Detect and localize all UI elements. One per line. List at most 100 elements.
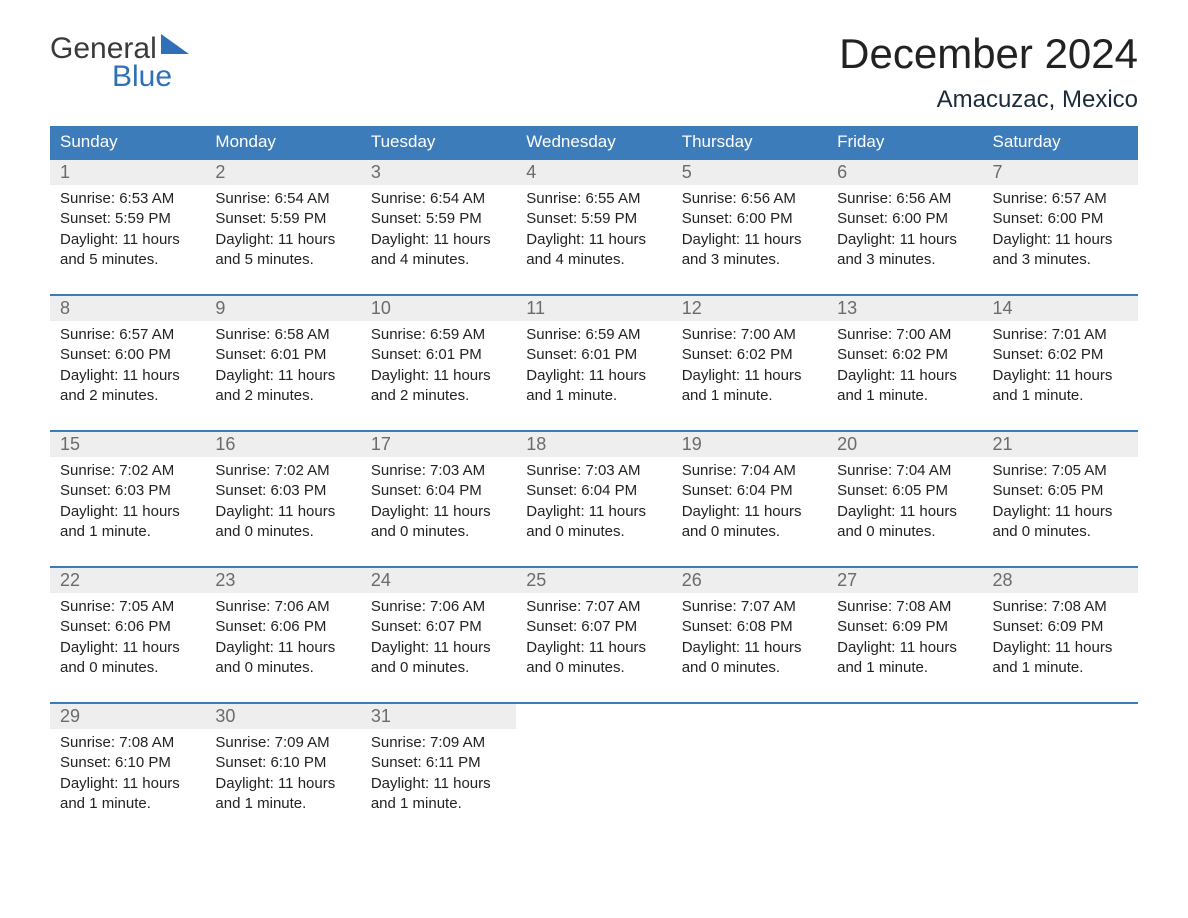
sunset-line: Sunset: 5:59 PM <box>371 209 506 229</box>
day-body-cell: Sunrise: 7:05 AMSunset: 6:05 PMDaylight:… <box>983 457 1138 566</box>
daylight-line-2: and 1 minute. <box>60 794 195 814</box>
day-body-cell <box>516 729 671 838</box>
daylight-line-2: and 2 minutes. <box>215 386 350 406</box>
day-number-cell <box>516 702 671 729</box>
day-number-cell: 23 <box>205 566 360 593</box>
day-body-cell: Sunrise: 7:07 AMSunset: 6:07 PMDaylight:… <box>516 593 671 702</box>
day-body-cell: Sunrise: 7:06 AMSunset: 6:06 PMDaylight:… <box>205 593 360 702</box>
sunset-line: Sunset: 6:03 PM <box>215 481 350 501</box>
week-daynum-row: 293031 <box>50 702 1138 729</box>
sunrise-line: Sunrise: 7:07 AM <box>526 597 661 617</box>
brand-word2: Blue <box>50 62 189 92</box>
day-body-cell: Sunrise: 7:05 AMSunset: 6:06 PMDaylight:… <box>50 593 205 702</box>
daylight-line-2: and 1 minute. <box>993 386 1128 406</box>
daylight-line-2: and 4 minutes. <box>526 250 661 270</box>
daylight-line-1: Daylight: 11 hours <box>60 502 195 522</box>
day-body-cell <box>672 729 827 838</box>
daylight-line-2: and 0 minutes. <box>837 522 972 542</box>
daylight-line-2: and 0 minutes. <box>682 522 817 542</box>
day-header: Monday <box>205 126 360 158</box>
day-body-cell: Sunrise: 7:08 AMSunset: 6:09 PMDaylight:… <box>983 593 1138 702</box>
day-body-cell: Sunrise: 7:07 AMSunset: 6:08 PMDaylight:… <box>672 593 827 702</box>
daylight-line-2: and 1 minute. <box>993 658 1128 678</box>
sunset-line: Sunset: 6:06 PM <box>60 617 195 637</box>
daylight-line-2: and 1 minute. <box>371 794 506 814</box>
sunset-line: Sunset: 6:07 PM <box>371 617 506 637</box>
sunset-line: Sunset: 6:00 PM <box>993 209 1128 229</box>
sunrise-line: Sunrise: 7:04 AM <box>682 461 817 481</box>
day-number-cell: 7 <box>983 158 1138 185</box>
daylight-line-2: and 3 minutes. <box>993 250 1128 270</box>
sunset-line: Sunset: 6:02 PM <box>837 345 972 365</box>
sunset-line: Sunset: 5:59 PM <box>526 209 661 229</box>
sunset-line: Sunset: 6:00 PM <box>837 209 972 229</box>
daylight-line-1: Daylight: 11 hours <box>526 230 661 250</box>
sunrise-line: Sunrise: 7:05 AM <box>60 597 195 617</box>
day-body-cell: Sunrise: 7:01 AMSunset: 6:02 PMDaylight:… <box>983 321 1138 430</box>
sunrise-line: Sunrise: 7:08 AM <box>837 597 972 617</box>
sunset-line: Sunset: 6:00 PM <box>60 345 195 365</box>
day-body-cell: Sunrise: 7:03 AMSunset: 6:04 PMDaylight:… <box>516 457 671 566</box>
day-body-cell: Sunrise: 7:04 AMSunset: 6:05 PMDaylight:… <box>827 457 982 566</box>
title-block: December 2024 Amacuzac, Mexico <box>839 30 1138 114</box>
day-body-cell: Sunrise: 6:53 AMSunset: 5:59 PMDaylight:… <box>50 185 205 294</box>
day-body-cell: Sunrise: 7:02 AMSunset: 6:03 PMDaylight:… <box>50 457 205 566</box>
sunset-line: Sunset: 6:03 PM <box>60 481 195 501</box>
day-body-cell: Sunrise: 6:57 AMSunset: 6:00 PMDaylight:… <box>983 185 1138 294</box>
day-body-cell <box>983 729 1138 838</box>
daylight-line-2: and 0 minutes. <box>215 658 350 678</box>
week-daynum-row: 891011121314 <box>50 294 1138 321</box>
daylight-line-1: Daylight: 11 hours <box>215 230 350 250</box>
sunrise-line: Sunrise: 6:59 AM <box>526 325 661 345</box>
sunset-line: Sunset: 6:05 PM <box>993 481 1128 501</box>
day-number-cell: 12 <box>672 294 827 321</box>
day-body-cell: Sunrise: 6:57 AMSunset: 6:00 PMDaylight:… <box>50 321 205 430</box>
daylight-line-2: and 0 minutes. <box>60 658 195 678</box>
daylight-line-2: and 5 minutes. <box>215 250 350 270</box>
daylight-line-1: Daylight: 11 hours <box>60 230 195 250</box>
day-body-cell: Sunrise: 7:02 AMSunset: 6:03 PMDaylight:… <box>205 457 360 566</box>
daylight-line-1: Daylight: 11 hours <box>682 502 817 522</box>
sunrise-line: Sunrise: 6:59 AM <box>371 325 506 345</box>
week-body-row: Sunrise: 7:05 AMSunset: 6:06 PMDaylight:… <box>50 593 1138 702</box>
daylight-line-1: Daylight: 11 hours <box>993 230 1128 250</box>
daylight-line-2: and 0 minutes. <box>215 522 350 542</box>
day-body-cell <box>827 729 982 838</box>
daylight-line-1: Daylight: 11 hours <box>526 638 661 658</box>
day-body-cell: Sunrise: 7:09 AMSunset: 6:10 PMDaylight:… <box>205 729 360 838</box>
sunset-line: Sunset: 6:04 PM <box>526 481 661 501</box>
sunrise-line: Sunrise: 7:00 AM <box>682 325 817 345</box>
sunrise-line: Sunrise: 7:06 AM <box>371 597 506 617</box>
day-header: Sunday <box>50 126 205 158</box>
day-body-cell: Sunrise: 6:56 AMSunset: 6:00 PMDaylight:… <box>672 185 827 294</box>
week-daynum-row: 22232425262728 <box>50 566 1138 593</box>
day-number-cell: 3 <box>361 158 516 185</box>
daylight-line-2: and 1 minute. <box>837 658 972 678</box>
daylight-line-2: and 0 minutes. <box>371 658 506 678</box>
day-number-cell: 15 <box>50 430 205 457</box>
day-body-cell: Sunrise: 7:04 AMSunset: 6:04 PMDaylight:… <box>672 457 827 566</box>
sunrise-line: Sunrise: 6:53 AM <box>60 189 195 209</box>
sunset-line: Sunset: 5:59 PM <box>215 209 350 229</box>
daylight-line-1: Daylight: 11 hours <box>837 230 972 250</box>
day-body-cell: Sunrise: 6:54 AMSunset: 5:59 PMDaylight:… <box>205 185 360 294</box>
week-body-row: Sunrise: 7:02 AMSunset: 6:03 PMDaylight:… <box>50 457 1138 566</box>
daylight-line-1: Daylight: 11 hours <box>371 638 506 658</box>
day-body-cell: Sunrise: 7:00 AMSunset: 6:02 PMDaylight:… <box>672 321 827 430</box>
sunrise-line: Sunrise: 6:56 AM <box>682 189 817 209</box>
daylight-line-1: Daylight: 11 hours <box>60 638 195 658</box>
sunrise-line: Sunrise: 7:04 AM <box>837 461 972 481</box>
daylight-line-1: Daylight: 11 hours <box>371 230 506 250</box>
sunrise-line: Sunrise: 7:08 AM <box>60 733 195 753</box>
day-header: Friday <box>827 126 982 158</box>
sunrise-line: Sunrise: 7:09 AM <box>215 733 350 753</box>
sunrise-line: Sunrise: 6:57 AM <box>993 189 1128 209</box>
daylight-line-1: Daylight: 11 hours <box>215 366 350 386</box>
sunset-line: Sunset: 6:00 PM <box>682 209 817 229</box>
day-body-cell: Sunrise: 6:58 AMSunset: 6:01 PMDaylight:… <box>205 321 360 430</box>
sunrise-line: Sunrise: 7:07 AM <box>682 597 817 617</box>
daylight-line-1: Daylight: 11 hours <box>60 774 195 794</box>
sunset-line: Sunset: 6:04 PM <box>371 481 506 501</box>
location-label: Amacuzac, Mexico <box>839 86 1138 114</box>
day-body-cell: Sunrise: 6:56 AMSunset: 6:00 PMDaylight:… <box>827 185 982 294</box>
